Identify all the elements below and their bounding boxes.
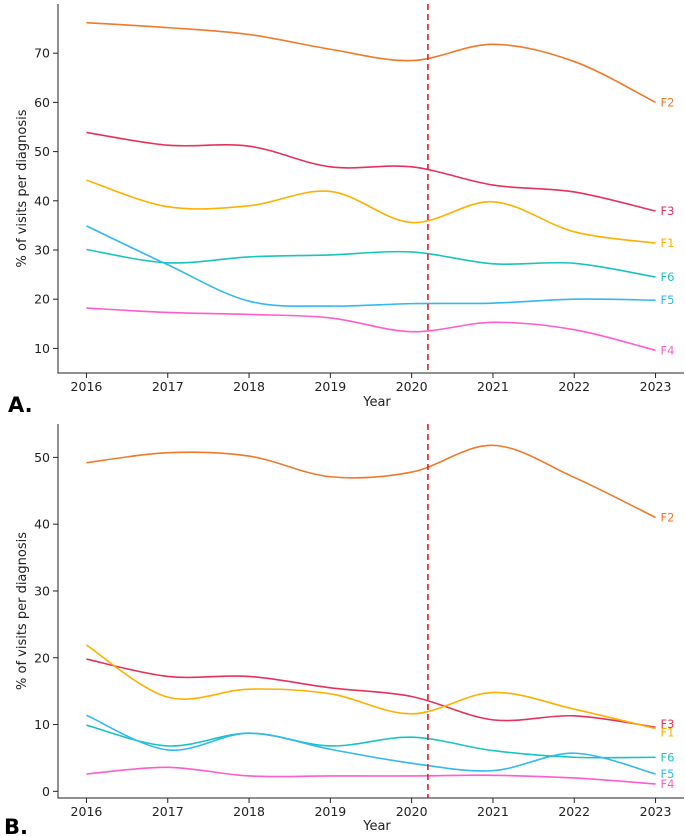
y-axis-title: % of visits per diagnosis	[15, 109, 30, 267]
axes-spine	[57, 424, 684, 799]
chart-panel-a: 2016 2017 2018 2019 2020 2021 2022 2023 10 20 30 40…	[8, 4, 684, 417]
series-label-f6: F6	[661, 750, 675, 764]
axes-spine	[57, 4, 684, 374]
panel-label: A.	[8, 393, 33, 417]
y-tick-label: 0	[42, 784, 50, 799]
series-label-f2: F2	[661, 511, 675, 525]
x-tick-label: 2018	[233, 379, 265, 394]
series-label-f1: F1	[661, 236, 675, 250]
series-line-f2	[86, 21, 656, 104]
x-tick-label: 2017	[152, 804, 184, 819]
x-tick-label: 2019	[314, 379, 346, 394]
x-tick-label: 2022	[558, 379, 590, 394]
x-tick-label: 2021	[477, 804, 509, 819]
series-line-f6	[86, 724, 656, 759]
series-label-f3: F3	[661, 204, 675, 218]
x-tick-label: 2021	[477, 379, 509, 394]
x-tick-label: 2016	[71, 804, 103, 819]
x-axis-title: Year	[362, 395, 391, 410]
y-tick-label: 60	[34, 95, 50, 110]
series-label-f4: F4	[661, 777, 675, 791]
series-line-f5	[86, 714, 656, 775]
y-tick-label: 30	[34, 583, 50, 598]
series-label-f4: F4	[661, 343, 675, 357]
x-tick-label: 2020	[396, 379, 428, 394]
y-tick-label: 70	[34, 46, 50, 61]
series-label-f5: F5	[661, 293, 675, 307]
series-label-f3: F3	[661, 717, 675, 731]
x-tick-label: 2022	[558, 804, 590, 819]
series-line-f3	[86, 658, 656, 729]
y-tick-label: 40	[34, 517, 50, 532]
series-label-f6: F6	[661, 270, 675, 284]
x-tick-label: 2016	[71, 379, 103, 394]
chart-panel-b: 2016 2017 2018 2019 2020 2021 2022 2023 0 10 20 30 4…	[4, 424, 684, 836]
y-tick-label: 50	[34, 144, 50, 159]
series-line-f3	[86, 131, 656, 212]
x-axis-title: Year	[362, 819, 391, 834]
y-tick-label: 40	[34, 193, 50, 208]
series-line-f1	[86, 179, 656, 244]
x-tick-label: 2020	[396, 804, 428, 819]
series-line-f5	[86, 225, 656, 307]
x-tick-label: 2017	[152, 379, 184, 394]
series-label-f1: F1	[661, 726, 675, 740]
y-tick-label: 20	[34, 292, 50, 307]
x-tick-label: 2018	[233, 804, 265, 819]
series-line-f4	[86, 307, 656, 352]
x-tick-label: 2023	[640, 379, 672, 394]
y-tick-label: 20	[34, 650, 50, 665]
x-tick-label: 2023	[640, 804, 672, 819]
panel-label: B.	[4, 815, 28, 836]
series-line-f1	[86, 644, 656, 730]
y-axis-title: % of visits per diagnosis	[15, 532, 30, 690]
series-label-f2: F2	[661, 95, 675, 109]
series-line-f2	[86, 444, 656, 519]
y-tick-label: 10	[34, 341, 50, 356]
y-tick-label: 50	[34, 450, 50, 465]
y-tick-label: 30	[34, 243, 50, 258]
series-line-f4	[86, 766, 656, 785]
y-tick-label: 10	[34, 717, 50, 732]
series-label-f5: F5	[661, 767, 675, 781]
x-tick-label: 2019	[314, 804, 346, 819]
series-line-f6	[86, 248, 656, 278]
